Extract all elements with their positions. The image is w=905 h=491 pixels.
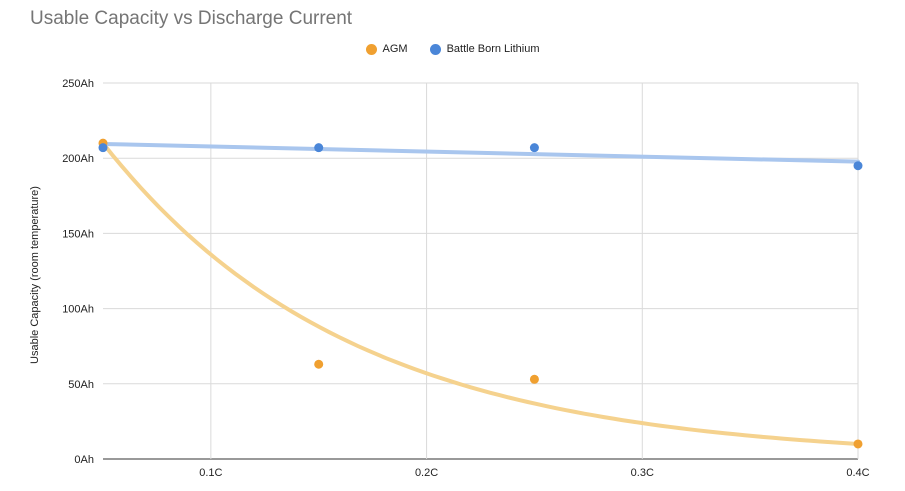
axis-labels-layer: 0Ah 50Ah 100Ah 150Ah 200Ah 250Ah 0.1C 0.2C 0.3C 0… bbox=[62, 78, 869, 479]
y-tick-label: 100Ah bbox=[62, 304, 94, 316]
lithium-point bbox=[853, 161, 863, 171]
x-tick-label: 0.2C bbox=[415, 467, 438, 479]
data-points-layer bbox=[98, 138, 863, 449]
y-tick-label: 250Ah bbox=[62, 78, 94, 90]
y-axis-label: Usable Capacity (room temperature) bbox=[29, 186, 41, 364]
legend-swatch-agm bbox=[365, 43, 377, 55]
grid-layer bbox=[103, 82, 859, 460]
y-tick-label: 50Ah bbox=[68, 379, 94, 391]
legend-label-lithium: Battle Born Lithium bbox=[446, 43, 540, 55]
x-tick-label: 0.3C bbox=[631, 467, 654, 479]
trendline-layer bbox=[101, 141, 860, 446]
x-tick-label: 0.1C bbox=[199, 467, 222, 479]
agm-point bbox=[853, 439, 863, 449]
agm-point bbox=[529, 374, 539, 384]
chart-title: Usable Capacity vs Discharge Current bbox=[30, 8, 353, 29]
y-tick-label: 150Ah bbox=[62, 228, 94, 240]
legend-item-agm[interactable]: AGM bbox=[365, 43, 408, 55]
legend-swatch-lithium bbox=[429, 43, 441, 55]
lithium-point bbox=[98, 143, 108, 153]
legend: AGM Battle Born Lithium bbox=[0, 43, 905, 55]
agm-point bbox=[314, 359, 324, 369]
legend-label-agm: AGM bbox=[382, 43, 408, 55]
y-tick-label: 0Ah bbox=[74, 454, 94, 466]
y-tick-label: 200Ah bbox=[62, 153, 94, 165]
x-tick-label: 0.4C bbox=[846, 467, 869, 479]
lithium-point bbox=[529, 143, 539, 153]
agm-trendline bbox=[101, 141, 860, 446]
lithium-trendline bbox=[101, 141, 860, 164]
legend-item-lithium[interactable]: Battle Born Lithium bbox=[429, 43, 540, 55]
lithium-point bbox=[314, 143, 324, 153]
